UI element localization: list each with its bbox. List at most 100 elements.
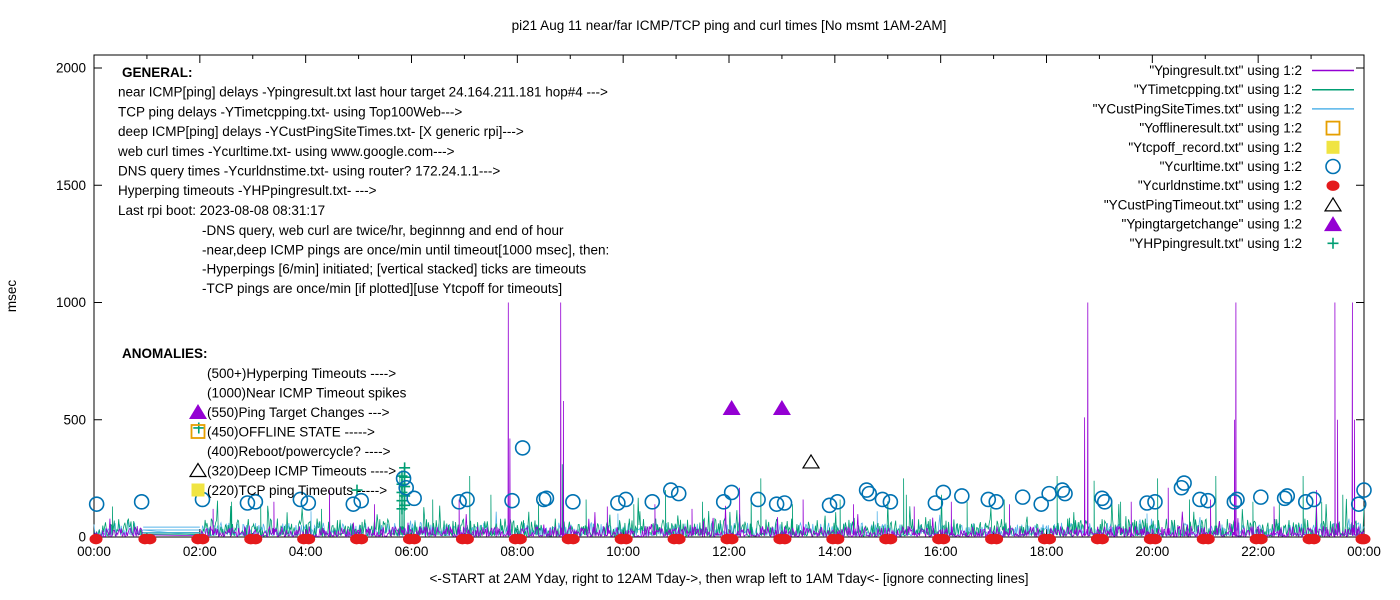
dns-time-point (1326, 180, 1340, 191)
dns-time-point (143, 533, 157, 545)
legend-label: "YTimetcpping.txt" using 1:2 (1134, 82, 1302, 97)
curl-time-point (927, 495, 944, 511)
general-line: DNS query times -Ycurldnstime.txt- using… (118, 164, 500, 179)
curl-time-point (239, 495, 256, 511)
x-tick-label: 22:00 (1241, 544, 1275, 559)
curl-time-point (300, 495, 317, 511)
curl-time-point (345, 496, 362, 512)
curl-time-point (610, 495, 626, 511)
curl-time-point (514, 440, 531, 456)
dns-time-point (196, 533, 210, 545)
ping-target-change-point (189, 404, 207, 419)
curl-time-point (750, 491, 766, 508)
curl-time-point (935, 484, 952, 501)
curl-time-point (988, 494, 1005, 510)
general-line: Hyperping timeouts -YHPpingresult.txt- -… (118, 183, 377, 198)
anomaly-line: (320)Deep ICMP Timeouts ----> (207, 464, 396, 479)
dns-time-point (566, 533, 580, 545)
ping-target-change-point (722, 400, 741, 416)
x-tick-label: 02:00 (183, 544, 217, 559)
legend-label: "Ycurldnstime.txt" using 1:2 (1138, 178, 1302, 193)
curl-time-point (662, 482, 679, 498)
anomaly-line: (400)Reboot/powercycle? ----> (207, 444, 391, 459)
chart-title: pi21 Aug 11 near/far ICMP/TCP ping and c… (512, 18, 947, 33)
hyperping-tick (399, 499, 411, 511)
curl-time-point (1305, 491, 1322, 508)
curl-time-point (247, 494, 264, 510)
curl-time-point (1014, 489, 1031, 505)
curl-time-point (1139, 495, 1155, 511)
anomaly-line: (500+)Hyperping Timeouts ----> (207, 366, 396, 381)
anomaly-line: (220)TCP ping Timeouts -----> (207, 483, 387, 498)
series-near-icmp-line (93, 302, 1365, 539)
curl-time-point (398, 479, 415, 496)
curl-time-point (504, 492, 520, 509)
curl-time-point (1325, 158, 1341, 175)
dns-time-point (672, 533, 686, 545)
curl-time-point (882, 494, 899, 510)
dns-time-point (408, 533, 421, 545)
deep-icmp-timeout-point (1323, 196, 1343, 212)
offline-state-marker (190, 424, 206, 439)
x-tick-label: 20:00 (1135, 544, 1169, 559)
x-tick-label: 12:00 (712, 544, 746, 559)
general-line: Last rpi boot: 2023-08-08 08:31:17 (118, 203, 325, 218)
anomaly-line: (1000)Near ICMP Timeout spikes (207, 386, 407, 401)
curl-time-point (980, 491, 997, 508)
dns-time-point (937, 533, 951, 545)
curl-time-point (353, 492, 370, 509)
x-tick-label: 06:00 (395, 544, 429, 559)
general-line: TCP ping delays -YTimetcpping.txt- using… (118, 104, 462, 119)
hyperping-tick (1327, 237, 1339, 249)
dns-time-point (831, 533, 845, 545)
general-note: -TCP pings are once/min [if plotted][use… (202, 281, 562, 296)
y-axis-label: msec (4, 280, 19, 313)
curl-time-point (565, 494, 581, 510)
y-tick-label: 1500 (56, 178, 86, 193)
x-tick-label: 04:00 (289, 544, 323, 559)
general-line: web curl times -Ycurltime.txt- using www… (117, 144, 455, 159)
dns-time-point (725, 533, 739, 545)
hyperping-tick (399, 481, 411, 493)
general-line: deep ICMP[ping] delays -YCustPingSiteTim… (118, 124, 524, 139)
deep-icmp-timeout-point (188, 462, 208, 478)
dns-time-point (1148, 533, 1162, 545)
legend-label: "Ypingtargetchange" using 1:2 (1122, 217, 1302, 232)
deep-icmp-timeout-point (801, 453, 821, 469)
curl-time-point (723, 484, 740, 501)
x-tick-label: 00:00 (1347, 544, 1381, 559)
anomaly-line: (450)OFFLINE STATE -----> (207, 425, 375, 440)
curl-time-point (1096, 494, 1113, 510)
curl-time-point (1147, 494, 1163, 510)
general-line: near ICMP[ping] delays -Ypingresult.txt … (118, 85, 608, 100)
curl-time-point (644, 494, 661, 510)
legend-label: "Ytcpoff_record.txt" using 1:2 (1128, 140, 1302, 155)
legend-label: "YHPpingresult.txt" using 1:2 (1130, 236, 1302, 251)
dns-time-point (355, 533, 369, 545)
curl-time-point (538, 490, 555, 507)
curl-time-point (670, 485, 687, 502)
curl-time-point (1057, 485, 1073, 502)
curl-time-point (1094, 490, 1110, 507)
dns-time-point (89, 533, 103, 545)
curl-time-point (451, 494, 467, 510)
dns-time-point (1201, 533, 1215, 545)
offline-state-marker (1325, 120, 1341, 136)
curl-time-point (776, 495, 793, 511)
tcp-timeout-marker (191, 483, 205, 497)
curl-time-point (1350, 496, 1367, 512)
curl-time-point (395, 470, 412, 487)
x-tick-label: 14:00 (818, 544, 852, 559)
curl-time-point (1356, 482, 1372, 498)
curl-time-point (954, 488, 970, 504)
dns-time-point (249, 533, 263, 545)
legend-label: "Yofflineresult.txt" using 1:2 (1139, 121, 1302, 136)
curl-time-point (821, 497, 838, 514)
x-tick-label: 00:00 (77, 544, 111, 559)
general-note: -DNS query, web curl are twice/hr, begin… (202, 223, 564, 238)
y-tick-label: 2000 (56, 61, 86, 76)
curl-time-point (1226, 494, 1243, 510)
dns-time-point (1043, 533, 1056, 545)
general-heading: GENERAL: (122, 65, 193, 80)
